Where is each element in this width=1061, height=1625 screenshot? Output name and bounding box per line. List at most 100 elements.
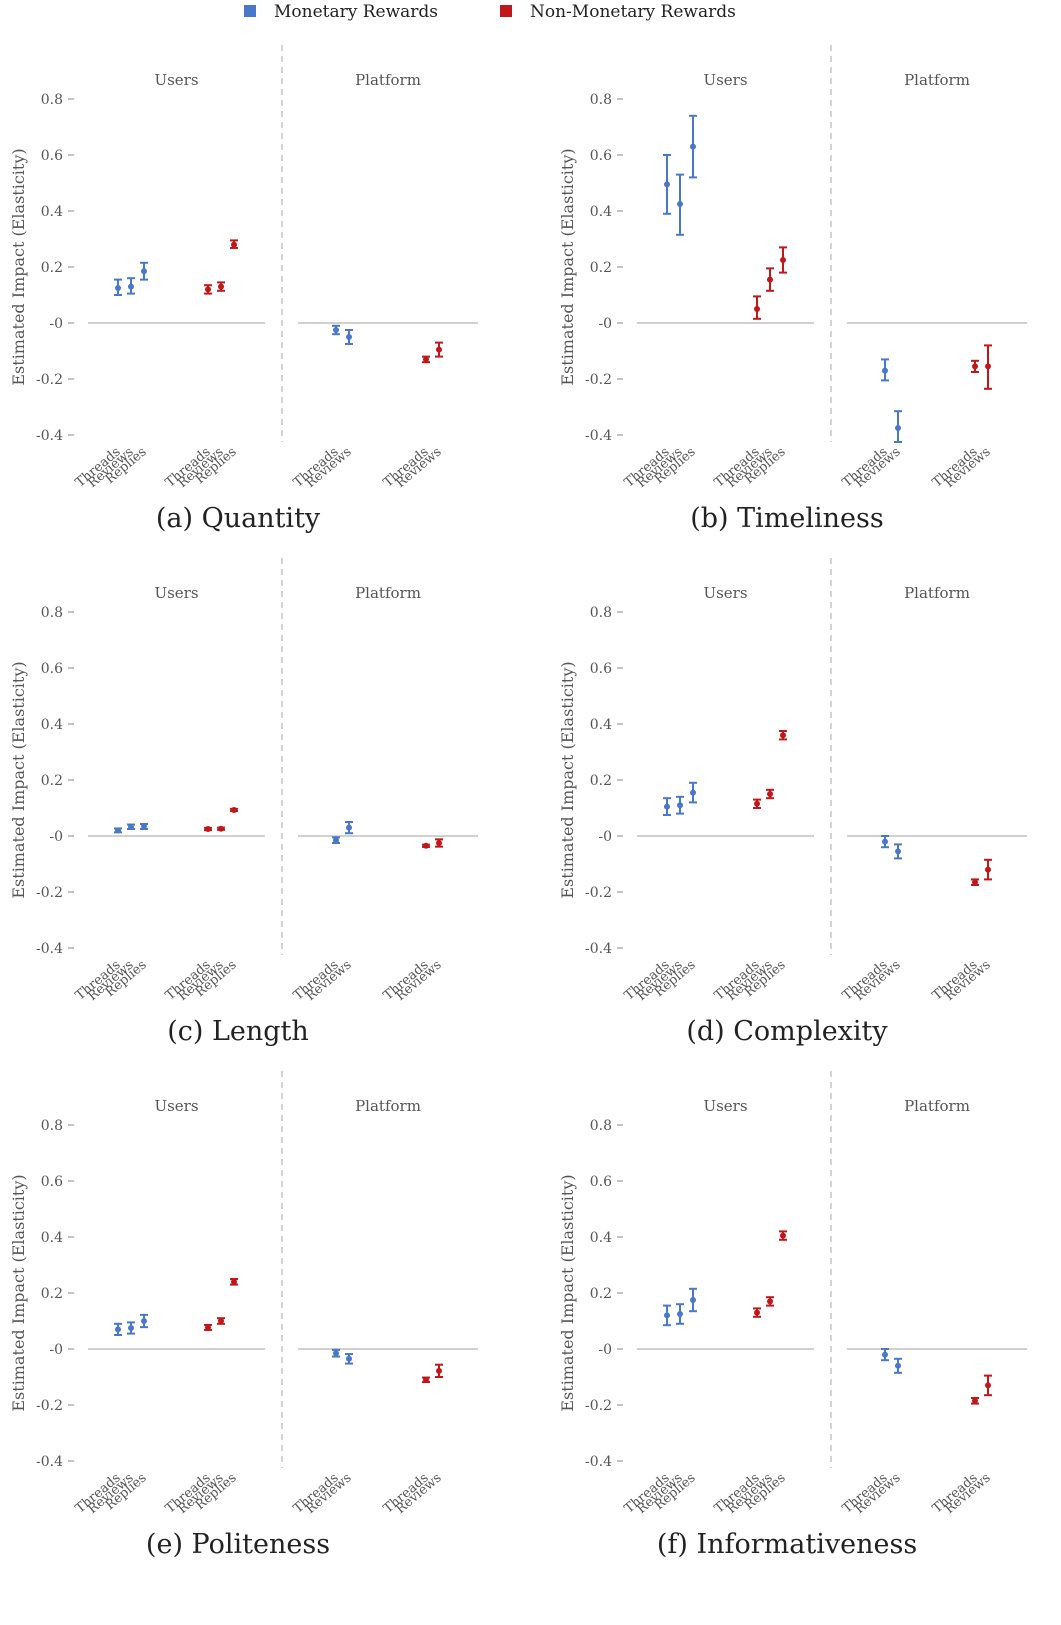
facet-label-platform: Platform bbox=[904, 71, 970, 89]
chart-panel-1: Estimated Impact (Elasticity) 0.8 0.6 0.4 0.… bbox=[0, 30, 512, 491]
facet-label-users: Users bbox=[154, 71, 198, 89]
panel-caption: (b) Timeliness bbox=[690, 503, 884, 534]
y-tick-label: -0 bbox=[49, 316, 63, 332]
y-tick-label: 0.8 bbox=[590, 1118, 612, 1134]
data-point bbox=[882, 1351, 888, 1358]
chart-svg: Estimated Impact (Elasticity) 0.8 0.6 0.4 0.… bbox=[558, 558, 1027, 1004]
y-tick-label: -0.2 bbox=[36, 885, 63, 901]
data-point bbox=[346, 824, 352, 831]
y-tick-label: -0.2 bbox=[585, 372, 612, 388]
chart-panel-4: Estimated Impact (Elasticity) 0.8 0.6 0.4 0.… bbox=[549, 543, 1061, 1004]
data-point bbox=[436, 1367, 442, 1374]
y-tick-label: -0.2 bbox=[585, 1398, 612, 1414]
y-tick-label: -0.2 bbox=[585, 885, 612, 901]
panel-caption: (e) Politeness bbox=[145, 1529, 331, 1560]
data-point bbox=[664, 1312, 670, 1319]
y-tick-label: 0.6 bbox=[590, 661, 612, 677]
y-tick-label: 0.2 bbox=[590, 260, 612, 276]
y-tick-label: -0.4 bbox=[585, 1454, 612, 1470]
facet-label-users: Users bbox=[703, 71, 747, 89]
y-tick-label: -0 bbox=[598, 829, 612, 845]
facet-label-users: Users bbox=[154, 1097, 198, 1115]
data-point bbox=[205, 286, 211, 293]
facet-label-users: Users bbox=[703, 584, 747, 602]
data-point bbox=[141, 1318, 147, 1324]
panel-caption: (d) Complexity bbox=[686, 1016, 888, 1047]
chart-svg: Estimated Impact (Elasticity) 0.8 0.6 0.4 0.… bbox=[9, 1071, 478, 1517]
facet-label-users: Users bbox=[154, 584, 198, 602]
data-point bbox=[754, 800, 760, 807]
data-point bbox=[346, 1355, 352, 1362]
legend-swatch-monetary bbox=[244, 4, 256, 17]
chart-svg: Estimated Impact (Elasticity) 0.8 0.6 0.4 0.… bbox=[558, 1071, 1027, 1517]
data-point bbox=[115, 285, 121, 291]
data-point bbox=[677, 201, 683, 207]
y-tick-label: -0.4 bbox=[36, 1454, 63, 1470]
data-point bbox=[882, 838, 888, 845]
y-axis-label: Estimated Impact (Elasticity) bbox=[558, 1174, 577, 1411]
y-tick-label: -0 bbox=[598, 1342, 612, 1358]
y-tick-label: 0.4 bbox=[590, 717, 612, 733]
data-point bbox=[128, 283, 134, 290]
data-point bbox=[205, 826, 211, 832]
data-point bbox=[690, 1297, 696, 1303]
y-tick-label: 0.8 bbox=[41, 605, 63, 621]
y-tick-label: 0.6 bbox=[41, 1174, 63, 1190]
y-tick-label: 0.2 bbox=[41, 1286, 63, 1302]
facet-label-platform: Platform bbox=[904, 584, 970, 602]
data-point bbox=[205, 1324, 211, 1331]
chart-panel-5: Estimated Impact (Elasticity) 0.8 0.6 0.4 0.… bbox=[0, 1056, 512, 1517]
y-tick-label: -0 bbox=[598, 316, 612, 332]
data-point bbox=[690, 789, 696, 796]
data-point bbox=[677, 1311, 683, 1317]
y-tick-label: 0.4 bbox=[590, 204, 612, 220]
data-point bbox=[141, 823, 147, 830]
chart-svg: Estimated Impact (Elasticity) 0.8 0.6 0.4 0.… bbox=[9, 45, 478, 491]
data-point bbox=[767, 276, 773, 283]
y-tick-label: 0.8 bbox=[590, 605, 612, 621]
data-point bbox=[780, 257, 786, 263]
chart-svg: Estimated Impact (Elasticity) 0.8 0.6 0.4 0.… bbox=[558, 45, 1027, 491]
data-point bbox=[677, 802, 683, 809]
y-tick-label: -0.4 bbox=[585, 428, 612, 444]
y-tick-label: 0.4 bbox=[41, 204, 63, 220]
data-point bbox=[985, 363, 991, 370]
data-point bbox=[218, 825, 224, 832]
chart-panel-2: Estimated Impact (Elasticity) 0.8 0.6 0.4 0.… bbox=[549, 30, 1061, 491]
data-point bbox=[218, 283, 224, 290]
legend-swatch-non-monetary bbox=[500, 4, 512, 17]
legend-item-non-monetary: Non-Monetary Rewards bbox=[500, 2, 736, 22]
y-tick-label: 0.4 bbox=[41, 717, 63, 733]
y-tick-label: 0.2 bbox=[590, 773, 612, 789]
y-axis-label: Estimated Impact (Elasticity) bbox=[558, 661, 577, 898]
data-point bbox=[690, 143, 696, 150]
data-point bbox=[754, 306, 760, 312]
facet-label-platform: Platform bbox=[355, 1097, 421, 1115]
legend-label-non-monetary: Non-Monetary Rewards bbox=[530, 2, 736, 22]
legend-label-monetary: Monetary Rewards bbox=[274, 2, 439, 22]
data-point bbox=[895, 1362, 901, 1369]
facet-label-platform: Platform bbox=[355, 71, 421, 89]
y-tick-label: 0.4 bbox=[590, 1230, 612, 1246]
data-point bbox=[664, 803, 670, 810]
data-point bbox=[436, 840, 442, 846]
data-point bbox=[972, 363, 978, 370]
data-point bbox=[231, 241, 237, 248]
y-tick-label: 0.6 bbox=[41, 148, 63, 164]
facet-label-platform: Platform bbox=[355, 584, 421, 602]
data-point bbox=[231, 1278, 237, 1285]
data-point bbox=[985, 1382, 991, 1389]
y-tick-label: -0 bbox=[49, 1342, 63, 1358]
y-tick-label: -0.4 bbox=[36, 428, 63, 444]
data-point bbox=[231, 806, 237, 813]
data-point bbox=[754, 1309, 760, 1316]
y-tick-label: 0.2 bbox=[41, 260, 63, 276]
panel-caption: (a) Quantity bbox=[155, 503, 321, 534]
legend: Monetary Rewards Non-Monetary Rewards bbox=[0, 0, 1061, 28]
data-point bbox=[423, 1376, 429, 1383]
y-tick-label: 0.8 bbox=[41, 92, 63, 108]
y-tick-label: 0.8 bbox=[590, 92, 612, 108]
y-tick-label: 0.2 bbox=[590, 1286, 612, 1302]
data-point bbox=[115, 827, 121, 834]
data-point bbox=[664, 181, 670, 188]
